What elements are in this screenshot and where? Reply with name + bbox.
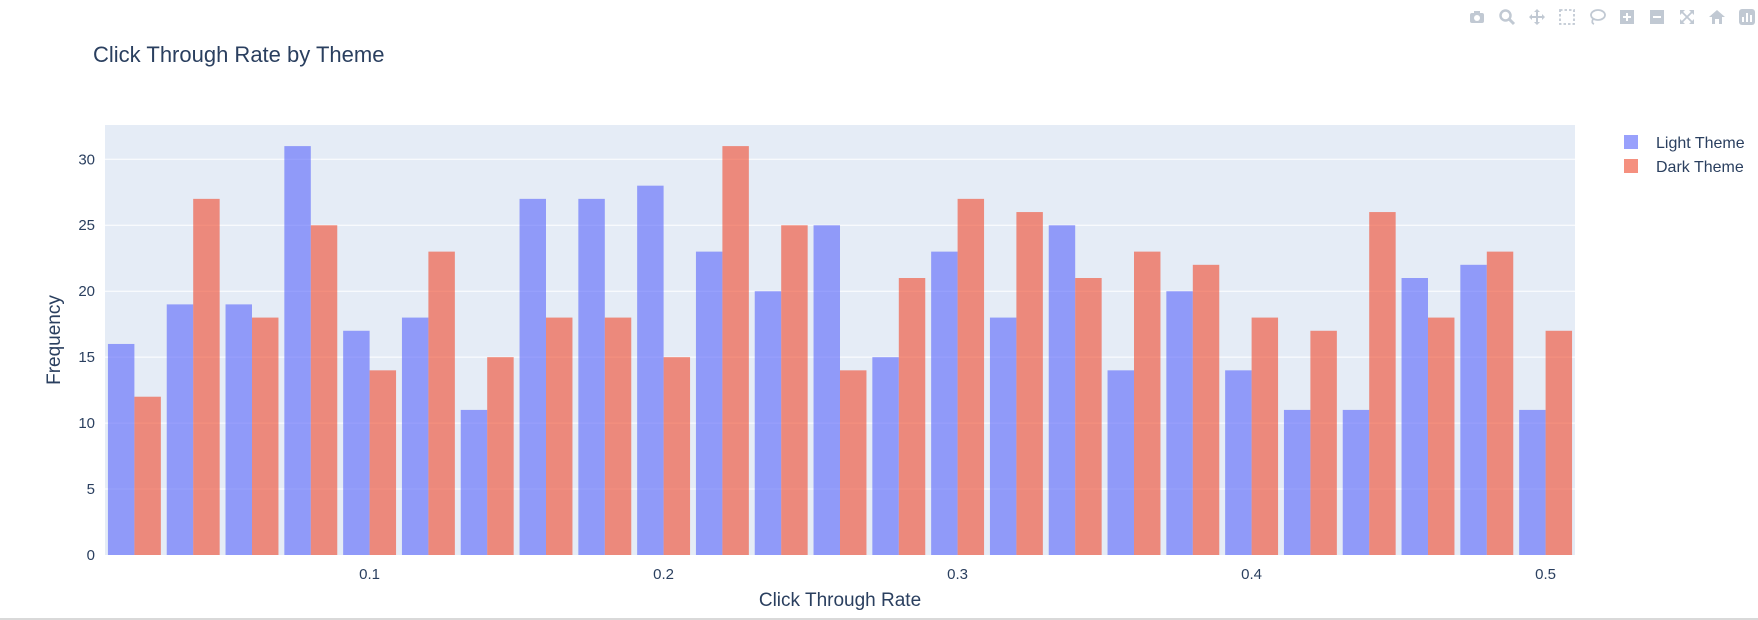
- bar-light-theme[interactable]: [519, 198, 546, 555]
- bar-light-theme[interactable]: [225, 304, 252, 555]
- y-tick-label: 10: [78, 415, 95, 432]
- modebar: [1466, 6, 1758, 28]
- bar-light-theme[interactable]: [1225, 370, 1252, 555]
- bar-light-theme[interactable]: [637, 185, 664, 555]
- bar-dark-theme[interactable]: [1545, 330, 1573, 555]
- bar-light-theme[interactable]: [1519, 409, 1546, 555]
- bar-light-theme[interactable]: [343, 330, 370, 555]
- x-tick-label: 0.4: [1241, 566, 1262, 583]
- camera-icon[interactable]: [1466, 6, 1488, 28]
- bar-dark-theme[interactable]: [1486, 251, 1514, 555]
- bar-dark-theme[interactable]: [546, 317, 573, 555]
- bars: [107, 146, 1573, 555]
- bar-dark-theme[interactable]: [1251, 317, 1279, 555]
- bar-light-theme[interactable]: [754, 291, 782, 555]
- x-tick-label: 0.3: [947, 566, 968, 583]
- pan-icon[interactable]: [1526, 6, 1548, 28]
- bar-dark-theme[interactable]: [1075, 278, 1102, 555]
- bar-light-theme[interactable]: [1166, 291, 1193, 555]
- x-axis-title: Click Through Rate: [759, 590, 921, 611]
- chart-title: Click Through Rate by Theme: [93, 42, 384, 67]
- box-select-icon[interactable]: [1556, 6, 1578, 28]
- legend-swatch[interactable]: [1624, 159, 1638, 173]
- bar-dark-theme[interactable]: [781, 225, 808, 555]
- bar-dark-theme[interactable]: [487, 357, 514, 555]
- bar-light-theme[interactable]: [1283, 409, 1311, 555]
- bar-dark-theme[interactable]: [898, 278, 926, 555]
- legend-label[interactable]: Light Theme: [1656, 135, 1745, 152]
- page-bottom-border: [0, 618, 1758, 620]
- bar-light-theme[interactable]: [166, 304, 194, 555]
- bar-light-theme[interactable]: [284, 146, 311, 555]
- bar-dark-theme[interactable]: [369, 370, 397, 555]
- zoom-icon[interactable]: [1496, 6, 1518, 28]
- bar-dark-theme[interactable]: [193, 198, 220, 555]
- bar-dark-theme[interactable]: [840, 370, 867, 555]
- autoscale-icon[interactable]: [1676, 6, 1698, 28]
- bar-dark-theme[interactable]: [604, 317, 632, 555]
- bar-dark-theme[interactable]: [134, 396, 161, 555]
- bar-dark-theme[interactable]: [428, 251, 455, 555]
- bar-light-theme[interactable]: [1342, 409, 1370, 555]
- bar-light-theme[interactable]: [1107, 370, 1134, 555]
- lasso-icon[interactable]: [1586, 6, 1608, 28]
- bar-dark-theme[interactable]: [310, 225, 338, 555]
- x-tick-label: 0.5: [1535, 566, 1556, 583]
- plotly-logo-icon[interactable]: [1736, 6, 1758, 28]
- y-axis-title: Frequency: [44, 295, 65, 385]
- x-tick-label: 0.2: [653, 566, 674, 583]
- bar-dark-theme[interactable]: [1310, 330, 1337, 555]
- home-icon[interactable]: [1706, 6, 1728, 28]
- bar-dark-theme[interactable]: [1428, 317, 1455, 555]
- bar-light-theme[interactable]: [1460, 264, 1487, 555]
- y-tick-label: 15: [78, 349, 95, 366]
- bar-dark-theme[interactable]: [957, 198, 985, 555]
- x-tick-label: 0.1: [359, 566, 380, 583]
- zoom-in-icon[interactable]: [1616, 6, 1638, 28]
- legend: Light Theme Dark Theme: [1624, 135, 1745, 176]
- bar-dark-theme[interactable]: [722, 146, 749, 555]
- y-tick-label: 25: [78, 217, 95, 234]
- bar-dark-theme[interactable]: [252, 317, 279, 555]
- bar-dark-theme[interactable]: [1134, 251, 1161, 555]
- bar-light-theme[interactable]: [107, 343, 135, 555]
- bar-light-theme[interactable]: [401, 317, 429, 555]
- bar-dark-theme[interactable]: [663, 357, 691, 555]
- legend-label[interactable]: Dark Theme: [1656, 159, 1744, 176]
- bar-light-theme[interactable]: [1401, 278, 1428, 555]
- x-axis-ticks: 0.1 0.2 0.3 0.4 0.5: [359, 566, 1556, 583]
- bar-light-theme[interactable]: [813, 225, 840, 555]
- y-tick-label: 30: [78, 151, 95, 168]
- y-axis-ticks: 0 5 10 15 20 25 30: [78, 151, 95, 564]
- bar-dark-theme[interactable]: [1016, 212, 1043, 555]
- bar-light-theme[interactable]: [460, 409, 488, 555]
- y-tick-label: 5: [87, 481, 95, 498]
- y-tick-label: 0: [87, 547, 95, 564]
- bar-light-theme[interactable]: [1048, 225, 1076, 555]
- bar-light-theme[interactable]: [695, 251, 723, 555]
- bar-light-theme[interactable]: [872, 357, 899, 555]
- legend-swatch[interactable]: [1624, 135, 1638, 149]
- zoom-out-icon[interactable]: [1646, 6, 1668, 28]
- bar-dark-theme[interactable]: [1192, 264, 1220, 555]
- bar-dark-theme[interactable]: [1369, 212, 1396, 555]
- bar-light-theme[interactable]: [578, 198, 605, 555]
- bar-light-theme[interactable]: [931, 251, 958, 555]
- bar-light-theme[interactable]: [989, 317, 1017, 555]
- y-tick-label: 20: [78, 283, 95, 300]
